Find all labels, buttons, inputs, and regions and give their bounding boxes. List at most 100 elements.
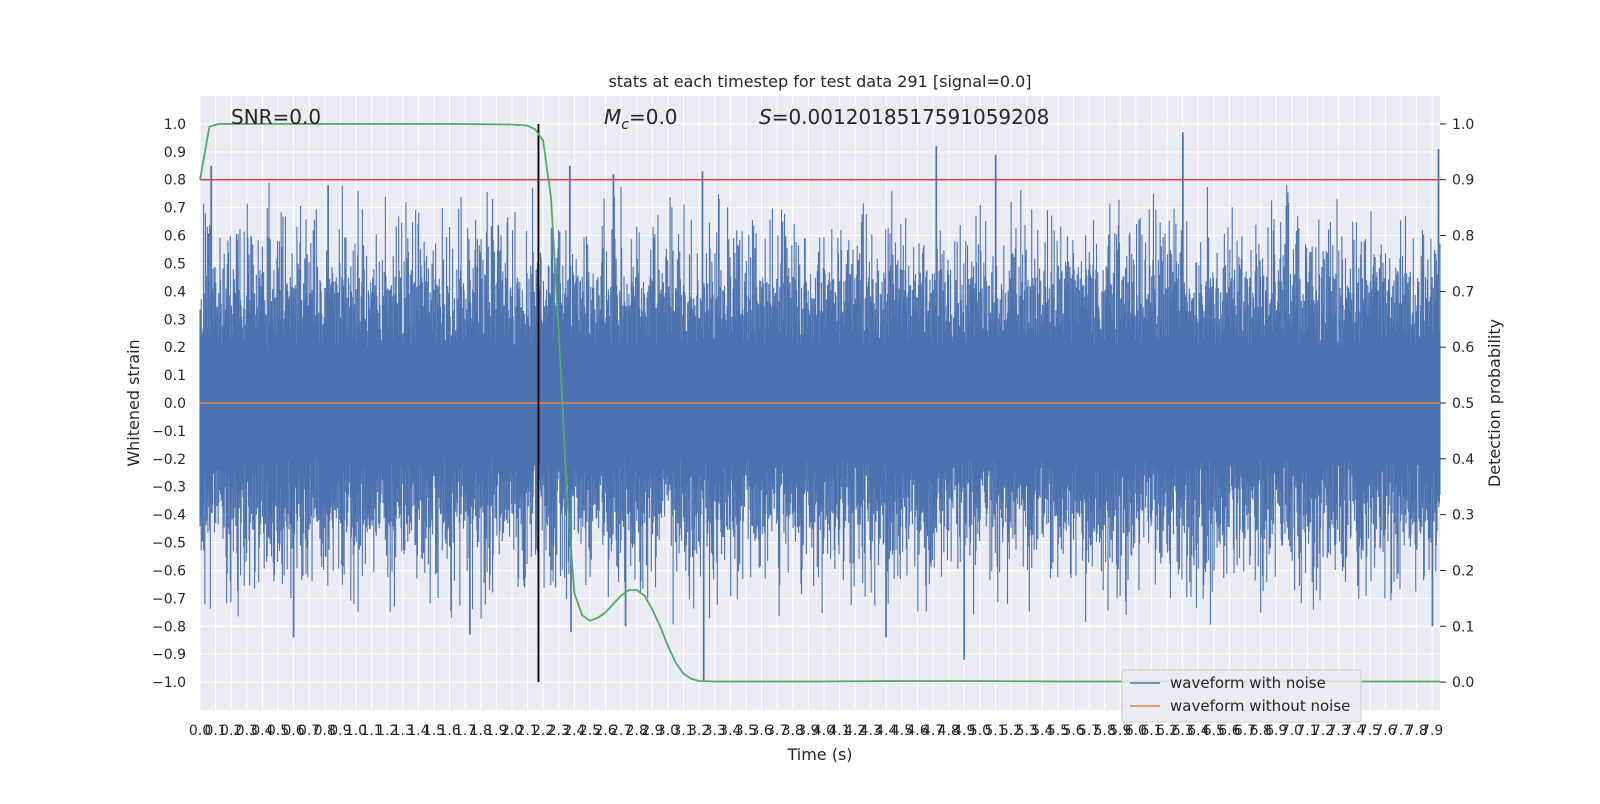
x-tick-label: 6.0 bbox=[1125, 723, 1147, 739]
x-tick-label: 4.2 bbox=[844, 723, 866, 739]
x-tick-label: 0.5 bbox=[267, 723, 289, 739]
x-tick-label: 0.4 bbox=[251, 723, 273, 739]
right-y-tick-label: 0.6 bbox=[1452, 340, 1474, 356]
right-y-axis-ticks: 0.0 0.1 0.2 0.3 0.4 0.5 0.6 0.7 0.8 0.9 1.0 bbox=[1440, 117, 1474, 691]
right-y-tick-label: 0.7 bbox=[1452, 284, 1474, 300]
x-axis-ticks: 0.00.10.20.30.40.50.60.70.80.91.01.11.21… bbox=[189, 723, 1443, 739]
chirp-mass-value: =0.0 bbox=[629, 105, 678, 129]
x-tick-label: 0.8 bbox=[314, 723, 336, 739]
x-tick-label: 6.4 bbox=[1187, 723, 1209, 739]
x-tick-label: 2.4 bbox=[563, 723, 585, 739]
x-tick-label: 0.3 bbox=[236, 723, 258, 739]
y-tick-label: 0.2 bbox=[164, 340, 186, 356]
y-tick-label: 0.0 bbox=[164, 396, 186, 412]
y-tick-label: 0.6 bbox=[164, 229, 186, 245]
y-tick-label: −0.4 bbox=[152, 508, 186, 524]
x-tick-label: 6.3 bbox=[1172, 723, 1194, 739]
x-tick-label: 3.9 bbox=[797, 723, 819, 739]
waveform-with-noise-series bbox=[199, 132, 1441, 683]
y-axis-ticks: −1.0 −0.9 −0.8 −0.7 −0.6 −0.5 −0.4 −0.3 −0.2 −0.1… bbox=[152, 117, 186, 691]
chart-title: stats at each timestep for test data 291… bbox=[608, 72, 1031, 91]
right-y-tick-label: 0.4 bbox=[1452, 452, 1474, 468]
x-tick-label: 4.4 bbox=[875, 723, 897, 739]
x-tick-label: 7.4 bbox=[1343, 723, 1365, 739]
right-y-tick-label: 0.1 bbox=[1452, 619, 1474, 635]
y-tick-label: −0.6 bbox=[152, 563, 186, 579]
x-tick-label: 1.5 bbox=[423, 723, 445, 739]
x-tick-label: 7.6 bbox=[1374, 723, 1396, 739]
x-tick-label: 3.6 bbox=[750, 723, 772, 739]
x-tick-label: 6.9 bbox=[1265, 723, 1287, 739]
x-tick-label: 4.9 bbox=[953, 723, 975, 739]
x-tick-label: 6.2 bbox=[1156, 723, 1178, 739]
x-tick-label: 1.1 bbox=[360, 723, 382, 739]
right-y-tick-label: 1.0 bbox=[1452, 117, 1474, 133]
x-tick-label: 3.0 bbox=[657, 723, 679, 739]
x-tick-label: 4.7 bbox=[922, 723, 944, 739]
y-tick-label: −1.0 bbox=[152, 675, 186, 691]
y-tick-label: 0.8 bbox=[164, 173, 186, 189]
x-tick-label: 0.2 bbox=[220, 723, 242, 739]
x-tick-label: 6.6 bbox=[1218, 723, 1240, 739]
x-tick-label: 1.3 bbox=[392, 723, 414, 739]
x-tick-label: 5.9 bbox=[1109, 723, 1131, 739]
x-tick-label: 3.1 bbox=[672, 723, 694, 739]
x-tick-label: 7.0 bbox=[1281, 723, 1303, 739]
x-tick-label: 1.0 bbox=[345, 723, 367, 739]
x-tick-label: 2.6 bbox=[594, 723, 616, 739]
y-tick-label: 0.1 bbox=[164, 368, 186, 384]
statistic-symbol: S bbox=[759, 105, 772, 129]
x-tick-label: 0.1 bbox=[204, 723, 226, 739]
x-tick-label: 4.5 bbox=[891, 723, 913, 739]
x-tick-label: 2.8 bbox=[626, 723, 648, 739]
x-tick-label: 2.3 bbox=[548, 723, 570, 739]
x-tick-label: 6.1 bbox=[1140, 723, 1162, 739]
x-tick-label: 3.7 bbox=[766, 723, 788, 739]
x-tick-label: 0.0 bbox=[189, 723, 211, 739]
x-tick-label: 6.7 bbox=[1234, 723, 1256, 739]
x-tick-label: 4.6 bbox=[906, 723, 928, 739]
x-tick-label: 0.7 bbox=[298, 723, 320, 739]
x-tick-label: 4.0 bbox=[813, 723, 835, 739]
y-tick-label: −0.9 bbox=[152, 647, 186, 663]
legend-box bbox=[1121, 669, 1362, 723]
x-tick-label: 1.8 bbox=[470, 723, 492, 739]
right-y-tick-label: 0.2 bbox=[1452, 563, 1474, 579]
x-tick-label: 2.5 bbox=[579, 723, 601, 739]
x-tick-label: 3.2 bbox=[688, 723, 710, 739]
statistic-annotation: S=0.0012018517591059208 bbox=[759, 105, 1049, 129]
x-tick-label: 7.3 bbox=[1327, 723, 1349, 739]
chirp-mass-annotation: Mc=0.0 bbox=[604, 105, 678, 133]
x-tick-label: 2.2 bbox=[532, 723, 554, 739]
x-tick-label: 5.6 bbox=[1062, 723, 1084, 739]
x-tick-label: 5.7 bbox=[1078, 723, 1100, 739]
snr-annotation: SNR=0.0 bbox=[231, 105, 321, 129]
x-tick-label: 2.0 bbox=[501, 723, 523, 739]
x-tick-label: 3.5 bbox=[735, 723, 757, 739]
y-tick-label: 1.0 bbox=[164, 117, 186, 133]
x-tick-label: 6.8 bbox=[1249, 723, 1271, 739]
x-tick-label: 7.8 bbox=[1405, 723, 1427, 739]
x-tick-label: 7.7 bbox=[1390, 723, 1412, 739]
x-tick-label: 1.7 bbox=[454, 723, 476, 739]
right-y-tick-label: 0.0 bbox=[1452, 675, 1474, 691]
right-y-tick-label: 0.5 bbox=[1452, 396, 1474, 412]
x-axis-label: Time (s) bbox=[786, 745, 852, 764]
y-tick-label: 0.7 bbox=[164, 201, 186, 217]
y-tick-label: −0.3 bbox=[152, 480, 186, 496]
statistic-value: =0.0012018517591059208 bbox=[772, 105, 1050, 129]
y-tick-label: −0.8 bbox=[152, 619, 186, 635]
x-tick-label: 0.6 bbox=[282, 723, 304, 739]
x-tick-label: 5.2 bbox=[1000, 723, 1022, 739]
x-tick-label: 7.1 bbox=[1296, 723, 1318, 739]
detection-probability-line bbox=[199, 123, 1440, 683]
x-tick-label: 1.4 bbox=[407, 723, 429, 739]
x-tick-label: 7.5 bbox=[1359, 723, 1381, 739]
x-tick-label: 7.9 bbox=[1421, 723, 1443, 739]
y-axis-label: Whitened strain bbox=[124, 339, 143, 466]
x-tick-label: 4.1 bbox=[828, 723, 850, 739]
x-tick-label: 5.1 bbox=[984, 723, 1006, 739]
x-tick-label: 4.8 bbox=[938, 723, 960, 739]
x-tick-label: 3.4 bbox=[719, 723, 741, 739]
